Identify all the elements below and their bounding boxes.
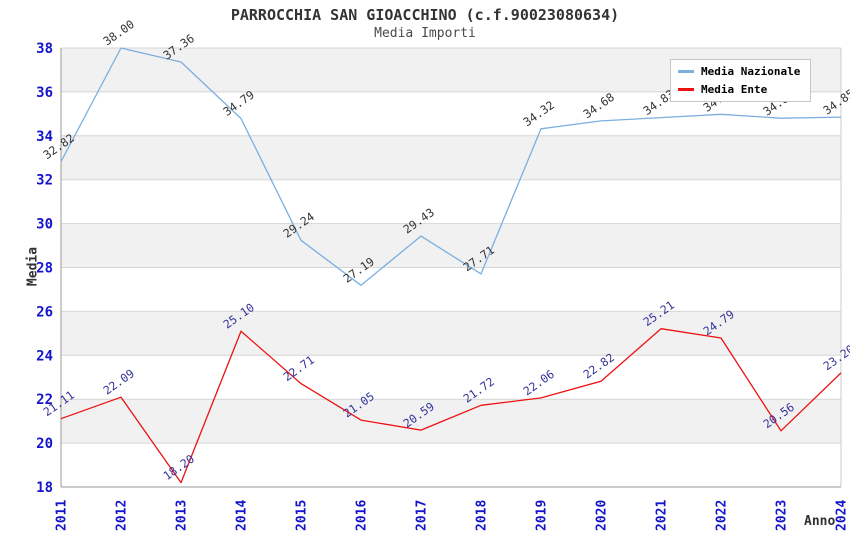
- x-tick-label: 2017: [415, 500, 430, 531]
- x-tick-label: 2023: [775, 500, 790, 531]
- x-tick-label: 2019: [535, 500, 550, 531]
- y-tick-label: 30: [36, 217, 53, 233]
- plot-band: [61, 135, 841, 180]
- series-line-media-ente: [60, 328, 842, 484]
- x-tick-label: 2021: [655, 500, 670, 531]
- plot-band: [61, 311, 841, 356]
- y-tick-label: 20: [36, 436, 53, 452]
- y-tick-label: 18: [36, 480, 53, 496]
- point-label: 22.09: [101, 366, 137, 397]
- series-line-media-nazionale: [60, 47, 842, 286]
- y-tick-label: 22: [36, 392, 53, 408]
- point-label: 34.68: [581, 90, 617, 121]
- x-tick-label: 2015: [295, 500, 310, 531]
- line-swatch-icon: [678, 70, 694, 73]
- y-tick-label: 32: [36, 173, 53, 189]
- x-tick-label: 2020: [595, 500, 610, 531]
- y-tick-label: 36: [36, 85, 53, 101]
- point-label: 22.06: [521, 367, 557, 398]
- legend-label: Media Ente: [701, 83, 768, 96]
- y-tick-label: 38: [36, 41, 53, 57]
- legend-entry-media-ente: Media Ente: [678, 83, 803, 96]
- x-tick-label: 2018: [475, 500, 490, 531]
- line-swatch-icon: [678, 88, 694, 91]
- y-tick-label: 24: [36, 348, 53, 364]
- plot-band: [61, 399, 841, 444]
- chart-subtitle: Media Importi: [374, 26, 476, 41]
- x-tick-label: 2016: [355, 500, 370, 531]
- y-tick-label: 28: [36, 261, 53, 277]
- x-axis-title: Anno: [804, 514, 836, 529]
- y-tick-label: 34: [36, 129, 53, 145]
- x-tick-label: 2012: [115, 500, 130, 531]
- point-label: 22.71: [281, 353, 317, 384]
- x-tick-label: 2011: [55, 500, 70, 531]
- legend-entry-media-nazionale: Media Nazionale: [678, 65, 803, 78]
- plot-band: [61, 223, 841, 268]
- legend-label: Media Nazionale: [701, 65, 801, 78]
- legend: Media Nazionale Media Ente: [670, 59, 811, 102]
- x-tick-label: 2014: [235, 500, 250, 531]
- y-tick-label: 26: [36, 304, 53, 320]
- x-tick-label: 2022: [715, 500, 730, 531]
- x-tick-label: 2013: [175, 500, 190, 531]
- x-tick-label: 2024: [835, 500, 850, 531]
- y-axis-title: Media: [25, 246, 41, 287]
- point-label: 34.32: [521, 98, 557, 129]
- chart-title: PARROCCHIA SAN GIOACCHINO (c.f.900230806…: [230, 6, 620, 24]
